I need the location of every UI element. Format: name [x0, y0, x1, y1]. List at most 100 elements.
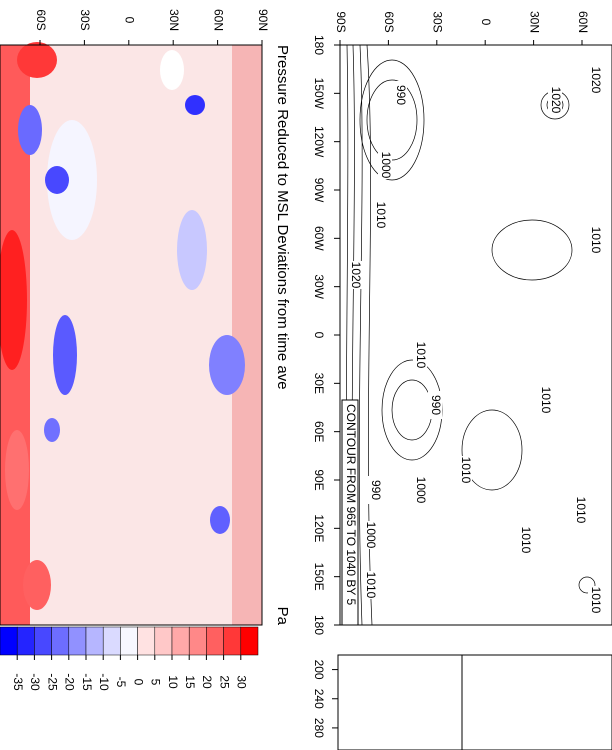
lat-tick-label: 0 — [479, 19, 493, 26]
colorbar-label: 5 — [149, 679, 163, 686]
colorbar-box — [102, 626, 121, 656]
lon-tick-label: 30W — [312, 274, 326, 299]
contour-label-bg — [378, 151, 392, 179]
colorbar-box — [137, 626, 156, 656]
contour-label-bg — [538, 386, 552, 414]
colorbar-label: 10 — [166, 675, 180, 689]
colorbar-box — [0, 626, 18, 656]
colorbar-box — [206, 626, 224, 656]
lon-tick-label: 90E — [312, 469, 326, 490]
lat-tick-label: 60N — [576, 11, 590, 33]
contour-label: 1010 — [364, 572, 378, 599]
colorbar-box — [154, 626, 173, 656]
lat-tick-label: 30N — [167, 9, 181, 31]
pressure-contours — [345, 44, 596, 626]
contour-label-bg — [458, 456, 472, 484]
contour-label-bg — [588, 226, 602, 254]
lat-tick-label: 0 — [123, 17, 137, 24]
colorbar-label: -15 — [80, 673, 94, 691]
info-box — [341, 399, 359, 626]
x-tick-label: 280 — [312, 718, 326, 738]
contour-label: 1020 — [589, 67, 603, 94]
contour-label: 1010 — [574, 497, 588, 524]
lon-tick-label: 120W — [312, 126, 326, 158]
contour-label-bg — [573, 496, 587, 524]
contour-label-bg — [548, 86, 562, 114]
contour-label: 990 — [369, 480, 383, 500]
lat-tick-label: 30S — [78, 9, 92, 30]
colorbar-label: -20 — [63, 673, 77, 691]
lon-tick-label: 60W — [312, 226, 326, 251]
colorbar-box — [223, 626, 242, 656]
lon-tick-label: 0 — [312, 332, 326, 339]
lat-tick-label: 90N — [256, 9, 270, 31]
map-frame — [0, 44, 263, 626]
colorbar-label: -10 — [97, 673, 111, 691]
map-frame — [339, 44, 612, 626]
contour-label: 1010 — [459, 457, 473, 484]
colorbar-box — [16, 626, 35, 656]
lat-tick-label: 60S — [34, 9, 48, 30]
contour-label-bg — [588, 586, 602, 614]
contour-label-bg — [368, 476, 382, 504]
contour-label-bg — [373, 201, 387, 229]
info-label: CONTOUR FROM 965 TO 1040 BY 5 — [344, 404, 358, 606]
lon-tick-label: 150W — [312, 78, 326, 110]
colorbar-box — [68, 626, 87, 656]
lon-tick-label: 90W — [312, 178, 326, 203]
side-plot-frame — [337, 654, 612, 750]
contour-label: 1000 — [364, 522, 378, 549]
contour-label: 990 — [429, 395, 443, 415]
colorbar-label: -35 — [11, 673, 25, 691]
contour-label-bg — [413, 476, 427, 504]
contour-label: 1020 — [549, 87, 563, 114]
x-tick-label: 200 — [312, 660, 326, 680]
colorbar-box — [34, 626, 52, 656]
lon-tick-label: 180 — [312, 35, 326, 55]
lat-tick-label: 30S — [431, 11, 445, 32]
lon-tick-label: 150E — [312, 563, 326, 591]
contour-label: 1010 — [374, 202, 388, 229]
contour-label-bg — [363, 521, 377, 549]
lon-tick-label: 60E — [312, 421, 326, 442]
contour-label-bg — [428, 391, 442, 419]
lon-tick-label: 30E — [312, 373, 326, 394]
colorbar-box — [85, 626, 104, 656]
colorbar-label: -30 — [28, 673, 42, 691]
contour-label-bg — [413, 341, 427, 369]
lat-tick-label: 60N — [211, 9, 225, 31]
colorbar-label: -5 — [114, 677, 128, 688]
contour-label-bg — [588, 66, 602, 94]
lat-tick-label: 30N — [527, 11, 541, 33]
x-tick-label: 240 — [312, 689, 326, 709]
colorbar-box — [240, 626, 259, 656]
colorbar-box — [171, 626, 190, 656]
contour-label-bg — [393, 81, 407, 109]
colorbar-label: 20 — [200, 675, 214, 689]
contour-label-bg — [518, 526, 532, 554]
contour-label-bg — [348, 261, 362, 289]
contour-label: 1010 — [589, 587, 603, 614]
contour-label: 1020 — [349, 262, 363, 289]
colorbar-label: -25 — [45, 673, 59, 691]
deviation-map-fill — [0, 42, 262, 625]
lat-tick-label: 90S — [334, 11, 348, 32]
lon-tick-label: 120E — [312, 514, 326, 542]
contour-label: 990 — [394, 85, 408, 105]
rotated-page: Pressure Reduced to MSL Deviations from … — [0, 9, 612, 750]
colorbar-box — [51, 626, 70, 656]
colorbar-label: 30 — [235, 675, 249, 689]
panel-units: Pa — [274, 607, 291, 626]
contour-label: 1000 — [379, 152, 393, 179]
colorbar-label: 15 — [183, 675, 197, 689]
contour-label: 1010 — [414, 342, 428, 369]
contour-label: 1010 — [519, 527, 533, 554]
colorbar-label: 25 — [217, 675, 231, 689]
colorbar-box — [188, 626, 207, 656]
lat-tick-label: 60S — [382, 11, 396, 32]
lon-tick-label: 180 — [312, 615, 326, 635]
contour-label: 1010 — [539, 387, 553, 414]
contour-label: 1010 — [589, 227, 603, 254]
